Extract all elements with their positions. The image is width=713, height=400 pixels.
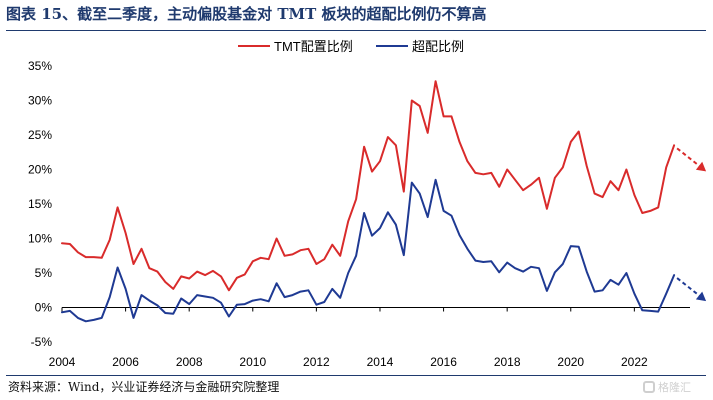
title-rule — [6, 30, 706, 31]
trend-arrow-head — [695, 291, 707, 302]
series-line-overweight — [61, 178, 676, 323]
y-tick-label: 25% — [28, 128, 52, 142]
watermark-icon — [643, 381, 655, 393]
figure-title: 图表 15、截至二季度，主动偏股基金对 TMT 板块的超配比例仍不算高 — [6, 5, 487, 23]
x-tick-label: 2020 — [557, 355, 584, 369]
x-tick-label: 2022 — [621, 355, 648, 369]
y-tick-label: 20% — [28, 163, 52, 177]
x-tick-label: 2018 — [494, 355, 521, 369]
x-tick-label: 2016 — [430, 355, 457, 369]
x-tick-label: 2010 — [239, 355, 266, 369]
x-tick-label: 2014 — [367, 355, 394, 369]
legend: TMT配置比例 超配比例 — [238, 39, 464, 54]
trend-arrow-head — [695, 161, 707, 172]
y-tick-label: 30% — [28, 94, 52, 108]
legend-label-tmt-allocation: TMT配置比例 — [274, 39, 353, 54]
x-tick-label: 2006 — [112, 355, 139, 369]
x-tick-label: 2012 — [303, 355, 330, 369]
plot-lines — [61, 80, 676, 323]
trend-arrow-shaft — [676, 147, 702, 169]
series-line-tmt-allocation — [61, 80, 676, 292]
y-tick-label: -5% — [31, 335, 53, 349]
x-tick-label: 2004 — [49, 355, 76, 369]
source-note: 资料来源：Wind，兴业证券经济与金融研究院整理 — [8, 380, 280, 394]
line-chart: -5%0%5%10%15%20%25%30%35% 2004 2006 2008 20… — [28, 39, 707, 369]
legend-label-overweight: 超配比例 — [412, 39, 464, 54]
y-tick-label: 35% — [28, 59, 52, 73]
y-tick-label: 0% — [35, 301, 53, 315]
source-rule — [6, 375, 706, 376]
y-tick-label: 5% — [35, 266, 53, 280]
watermark-logo: 格隆汇 — [643, 380, 705, 396]
y-axis-labels: -5% 0% 5% 10% 15% 20% 25% 30% 35% — [28, 59, 52, 349]
x-tick-label: 2008 — [176, 355, 203, 369]
x-axis: 2004 2006 2008 2010 2012 2014 2016 2018 2020 2022 — [49, 307, 690, 369]
trend-arrow-shaft — [676, 277, 702, 298]
y-tick-label: 10% — [28, 232, 52, 246]
trend-arrows — [676, 147, 707, 302]
watermark-text: 格隆汇 — [658, 381, 691, 394]
y-tick-label: 15% — [28, 197, 52, 211]
